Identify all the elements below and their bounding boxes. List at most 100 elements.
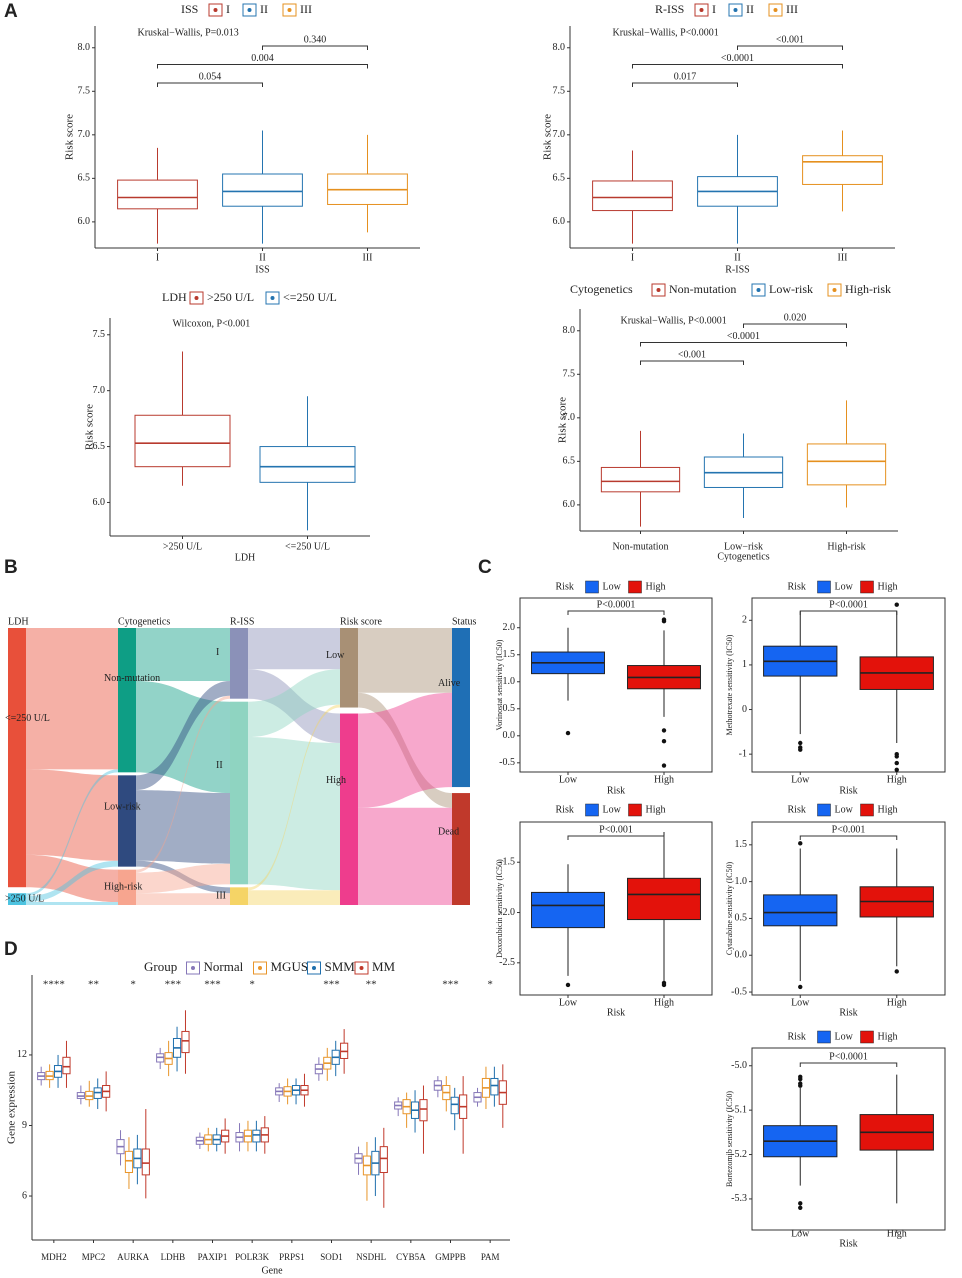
sankey-link (358, 692, 452, 808)
y-tick-label: -5.2 (731, 1149, 747, 1160)
sankey-link (26, 769, 118, 897)
node-label: High-risk (104, 882, 142, 893)
y-tick-label: 0.0 (503, 730, 516, 741)
node-label: <=250 U/L (5, 713, 50, 724)
sankey-link (26, 854, 118, 903)
x-tick-label: CYB5A (396, 1252, 426, 1262)
x-tick-label: LDHB (161, 1252, 186, 1262)
legend-label: Low (603, 581, 622, 592)
comparison-bracket (567, 610, 665, 615)
box (600, 466, 681, 493)
y-tick-label: 7.0 (563, 412, 576, 423)
x-axis-title: R-ISS (725, 264, 749, 275)
legend-label: High (646, 581, 666, 592)
legend-dot (191, 966, 195, 970)
legend-swatch (817, 1030, 831, 1044)
x-tick-label: Low (791, 1228, 810, 1239)
legend-swatch (817, 803, 831, 817)
x-axis-title: Risk (839, 785, 857, 796)
x-tick-label: PRPS1 (279, 1252, 305, 1262)
legend-dot (756, 288, 761, 292)
box (763, 894, 838, 927)
sankey-node (230, 628, 248, 699)
sankey-node (8, 893, 26, 905)
legend-label: SMM (325, 959, 356, 974)
y-tick-label: 0.0 (735, 950, 748, 961)
legend-label: >250 U/L (207, 290, 254, 304)
legend-swatch (628, 803, 642, 817)
y-tick-label: 6.0 (78, 216, 91, 227)
sankey-node (118, 775, 136, 867)
sankey-node (340, 713, 358, 905)
sankey-node (452, 628, 470, 788)
sankey-link (248, 890, 340, 905)
outlier (661, 982, 667, 988)
x-tick-label: III (363, 252, 373, 263)
x-axis-title: Gene (261, 1265, 283, 1276)
legend-label: Low (603, 804, 622, 815)
y-tick-label: 7.5 (553, 86, 566, 97)
significance: *** (165, 979, 182, 991)
stage-title: LDH (8, 616, 29, 627)
x-tick-label: MDH2 (41, 1252, 67, 1262)
comparison-label: P<0.0001 (829, 599, 868, 610)
sankey-link (136, 681, 230, 791)
x-tick-label: III (838, 252, 848, 263)
box (419, 1099, 428, 1122)
sankey-link (358, 628, 452, 693)
comparison-bracket (799, 835, 898, 840)
x-axis-title: Risk (839, 1238, 857, 1249)
legend-label: III (300, 2, 312, 16)
comparison-bracket (799, 1062, 898, 1067)
legend-swatch (860, 1030, 874, 1044)
x-tick-label: Non-mutation (612, 541, 668, 552)
x-tick-label: Low (791, 997, 810, 1008)
y-axis-title: Cytarabine sensitivity (IC50) (725, 862, 734, 956)
sankey-node (118, 869, 136, 905)
y-tick-label: 7.5 (78, 86, 91, 97)
y-tick-label: 6.5 (93, 441, 106, 452)
x-tick-label: >250 U/L (163, 541, 202, 552)
y-tick-label: 1.0 (735, 876, 748, 887)
legend-dot (733, 8, 738, 12)
legend-label: Low-risk (769, 282, 813, 296)
node-label: Low (326, 650, 345, 661)
y-axis-title: Bortezomib sensitivity (IC50) (725, 1091, 734, 1187)
test-label: Wilcoxon, P<0.001 (173, 318, 251, 329)
significance: *** (204, 979, 221, 991)
outlier (798, 1074, 803, 1080)
comparison-bracket (262, 45, 368, 50)
significance: **** (43, 979, 65, 991)
y-tick-label: 2 (742, 615, 747, 626)
legend-dot (287, 8, 292, 12)
legend-title: Cytogenetics (570, 282, 633, 296)
comparison-label: <0.001 (678, 349, 706, 360)
comparison-label: P<0.001 (832, 824, 866, 835)
y-tick-label: 6 (22, 1190, 27, 1201)
outlier (661, 763, 667, 768)
sankey-node (118, 628, 136, 773)
legend-label: High (878, 804, 898, 815)
sankey-node (340, 628, 358, 708)
y-axis-title: Risk score (64, 114, 76, 160)
y-tick-label: 7.5 (93, 329, 106, 340)
y-tick-label: -5.0 (731, 1060, 747, 1071)
outlier (894, 760, 899, 766)
sankey-link (136, 695, 230, 873)
x-tick-label: Low (559, 774, 578, 785)
y-tick-label: -5.3 (731, 1193, 747, 1204)
legend-swatch (860, 803, 874, 817)
box (802, 155, 883, 185)
plot-frame (519, 821, 713, 996)
x-tick-label: High (887, 774, 907, 785)
box (181, 1030, 190, 1054)
x-axis-title: Cytogenetics (717, 551, 769, 562)
test-label: Kruskal−Wallis, P<0.0001 (621, 315, 727, 326)
legend-label: Low (835, 804, 854, 815)
legend-dot (656, 288, 661, 292)
panel-label: A (4, 1, 18, 22)
x-axis-title: Risk (607, 1007, 625, 1018)
legend-dot (312, 966, 316, 970)
legend-label: High (878, 1031, 898, 1042)
